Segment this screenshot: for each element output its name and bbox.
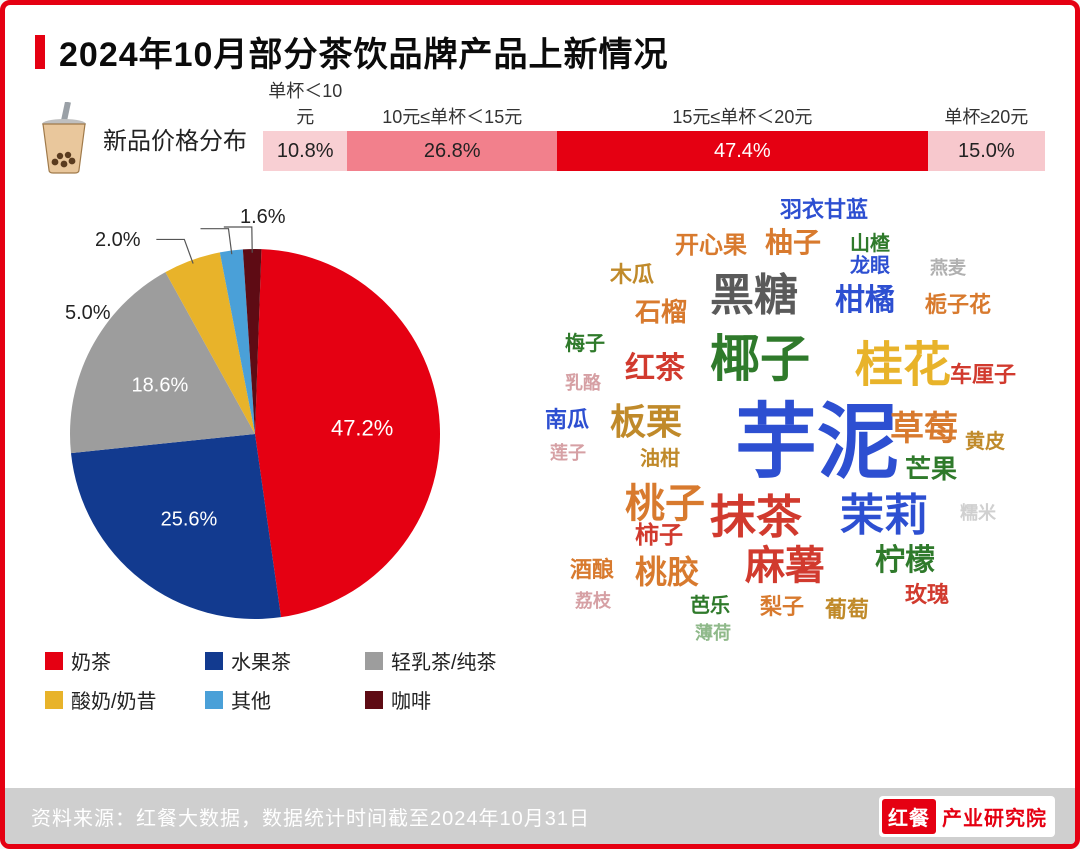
pie-chart: 47.2% 25.6% 18.6% (40, 204, 480, 644)
pie-leader-5 (224, 227, 252, 253)
wc-word-25: 南瓜 (545, 409, 589, 431)
pie-ext-label-16: 1.6% (240, 206, 286, 229)
title-row: 2024年10月部分茶饮品牌产品上新情况 (35, 27, 1045, 76)
wc-word-22: 木瓜 (610, 264, 654, 286)
wc-word-23: 梅子 (565, 334, 605, 354)
pie-slice-label-1: 25.6% (161, 509, 218, 531)
wc-word-15: 石榴 (635, 299, 687, 325)
footer-bar: 资料来源：红餐大数据，数据统计时间截至2024年10月31日 红餐 产业研究院 (5, 788, 1075, 844)
bubble-tea-icon (35, 102, 93, 174)
wc-word-16: 柚子 (765, 229, 821, 257)
pie-ext-label-5: 5.0% (65, 302, 111, 325)
wc-word-0: 芋泥 (735, 402, 899, 484)
wc-word-17: 柿子 (635, 524, 683, 548)
legend-label-5: 咖啡 (391, 685, 431, 714)
wc-word-19: 羽衣甘蓝 (780, 199, 868, 221)
pie-slice-label-2: 18.6% (132, 374, 189, 396)
legend-swatch-2 (365, 652, 383, 670)
wc-word-35: 梨子 (760, 596, 804, 618)
price-val-3: 15.0% (928, 131, 1045, 171)
wc-word-11: 红茶 (625, 354, 685, 384)
logo-badge: 红餐 (882, 799, 936, 834)
main-row: 47.2% 25.6% 18.6% 5.0% 2.0% 1.6% 奶茶 水果茶 轻乳茶/… (35, 194, 1045, 714)
legend-item-1: 水果茶 (205, 646, 361, 675)
legend-swatch-4 (205, 691, 223, 709)
legend-item-4: 其他 (205, 685, 361, 714)
pie-leader-4 (200, 229, 231, 254)
pie-chart-column: 47.2% 25.6% 18.6% 5.0% 2.0% 1.6% 奶茶 水果茶 轻乳茶/… (35, 194, 505, 714)
wc-word-27: 油柑 (640, 449, 680, 469)
wc-word-38: 酒酿 (570, 559, 614, 581)
legend-label-2: 轻乳茶/纯茶 (391, 646, 497, 675)
wc-word-30: 车厘子 (950, 364, 1016, 386)
wc-word-36: 芭乐 (690, 596, 730, 616)
wc-word-14: 芒果 (905, 456, 957, 482)
wc-word-33: 玫瑰 (905, 584, 949, 606)
content-area: 2024年10月部分茶饮品牌产品上新情况 新品价格分布 单杯＜10元10元≤单杯… (5, 5, 1075, 788)
wc-word-21: 龙眼 (850, 256, 890, 276)
price-distribution: 新品价格分布 单杯＜10元10元≤单杯＜15元15元≤单杯＜20元单杯≥20元 … (35, 102, 1045, 174)
legend-label-1: 水果茶 (231, 646, 291, 675)
legend-label-4: 其他 (231, 685, 271, 714)
legend-label-0: 奶茶 (71, 646, 111, 675)
wc-word-8: 板栗 (610, 404, 682, 440)
wc-word-39: 荔枝 (575, 592, 611, 610)
legend-swatch-3 (45, 691, 63, 709)
pie-slice-label-0: 47.2% (331, 415, 393, 440)
legend-swatch-5 (365, 691, 383, 709)
wc-word-32: 糯米 (960, 504, 996, 522)
logo-text: 产业研究院 (942, 802, 1047, 831)
legend-swatch-1 (205, 652, 223, 670)
wc-word-10: 桃胶 (635, 556, 699, 588)
price-dist-label: 新品价格分布 (103, 121, 247, 156)
legend-label-3: 酸奶/奶昔 (71, 685, 157, 714)
wc-word-31: 黄皮 (965, 432, 1005, 452)
wc-word-13: 柑橘 (835, 286, 895, 316)
legend-swatch-0 (45, 652, 63, 670)
price-head-0: 单杯＜10元 (263, 105, 347, 131)
price-bar: 单杯＜10元10元≤单杯＜15元15元≤单杯＜20元单杯≥20元 10.8%26… (263, 105, 1045, 171)
wc-word-12: 柠檬 (875, 546, 935, 576)
pie-leader-3 (156, 239, 193, 263)
price-label-group: 新品价格分布 (35, 102, 247, 174)
wc-word-5: 茉莉 (840, 494, 928, 538)
wc-word-28: 燕麦 (930, 259, 966, 277)
word-cloud: 芋泥 椰子桂花 黑糖抹茶茉莉 桃子麻薯 板栗 草莓桃胶 红茶柠檬 柑橘芒果 石榴 柚子柿子 开心果 羽… (505, 194, 1045, 714)
legend-item-3: 酸奶/奶昔 (45, 685, 201, 714)
title-accent-bar (35, 35, 45, 69)
page-title: 2024年10月部分茶饮品牌产品上新情况 (59, 27, 668, 76)
wc-word-9: 草莓 (890, 412, 958, 446)
wc-word-20: 山楂 (850, 234, 890, 254)
price-val-0: 10.8% (263, 131, 347, 171)
wc-word-26: 莲子 (550, 444, 586, 462)
wc-word-18: 开心果 (675, 234, 747, 258)
pie-legend: 奶茶 水果茶 轻乳茶/纯茶酸奶/奶昔 其他 咖啡 (45, 646, 521, 714)
wc-word-4: 抹茶 (710, 494, 802, 540)
price-head-2: 15元≤单杯＜20元 (557, 105, 928, 131)
wc-word-37: 薄荷 (695, 624, 731, 642)
wc-word-6: 桃子 (625, 484, 705, 524)
wc-word-3: 黑糖 (710, 274, 798, 318)
pie-ext-label-2: 2.0% (95, 229, 141, 252)
legend-item-0: 奶茶 (45, 646, 201, 675)
footer-source: 资料来源：红餐大数据，数据统计时间截至2024年10月31日 (31, 802, 590, 831)
wc-word-29: 栀子花 (925, 294, 991, 316)
wc-word-24: 乳酪 (565, 374, 601, 392)
infographic-frame: 2024年10月部分茶饮品牌产品上新情况 新品价格分布 单杯＜10元10元≤单杯… (0, 0, 1080, 849)
wc-word-7: 麻薯 (745, 546, 825, 586)
footer-logo: 红餐 产业研究院 (879, 796, 1055, 837)
price-val-1: 26.8% (347, 131, 557, 171)
legend-item-5: 咖啡 (365, 685, 521, 714)
legend-item-2: 轻乳茶/纯茶 (365, 646, 521, 675)
wc-word-1: 椰子 (710, 334, 810, 384)
price-head-1: 10元≤单杯＜15元 (347, 105, 557, 131)
wc-word-2: 桂花 (855, 342, 951, 390)
price-val-2: 47.4% (557, 131, 928, 171)
price-head-3: 单杯≥20元 (928, 105, 1045, 131)
wc-word-34: 葡萄 (825, 599, 869, 621)
